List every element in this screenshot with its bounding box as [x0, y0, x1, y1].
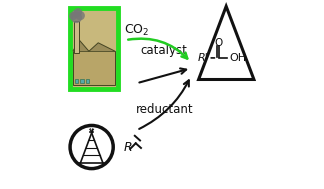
Bar [86, 79, 89, 83]
Text: R: R [123, 142, 132, 154]
Circle shape [74, 8, 82, 16]
Circle shape [71, 12, 82, 23]
Circle shape [70, 125, 113, 169]
Bar [70, 8, 118, 89]
Circle shape [75, 11, 85, 20]
Bar [73, 51, 115, 85]
Text: OH: OH [229, 53, 246, 63]
Polygon shape [73, 40, 115, 51]
FancyArrowPatch shape [128, 39, 187, 59]
Text: reductant: reductant [136, 103, 194, 116]
FancyArrowPatch shape [139, 68, 186, 83]
Circle shape [72, 10, 79, 17]
Bar [75, 21, 78, 53]
Text: CO$_2$: CO$_2$ [123, 23, 149, 38]
Bar [75, 79, 78, 83]
Text: catalyst: catalyst [140, 44, 187, 57]
Circle shape [69, 12, 77, 20]
FancyArrowPatch shape [139, 80, 189, 129]
Text: O: O [214, 38, 222, 48]
Bar [80, 79, 84, 83]
Polygon shape [199, 6, 254, 80]
Text: R': R' [197, 53, 208, 63]
